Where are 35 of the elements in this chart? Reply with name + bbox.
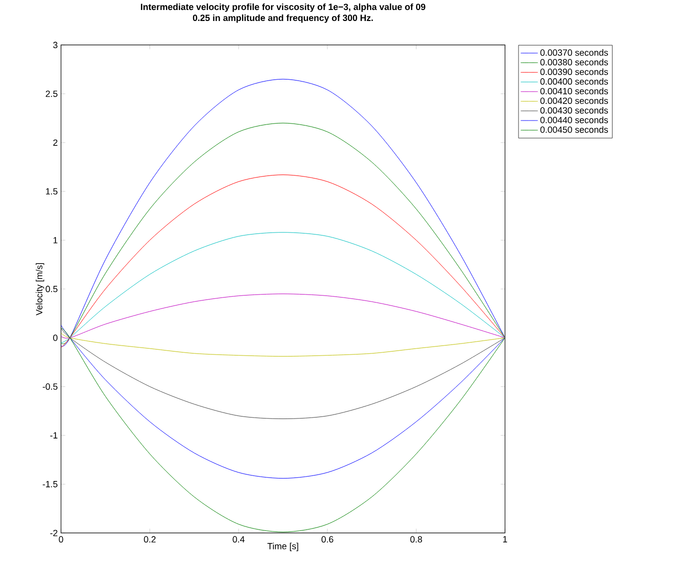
x-tick-label: 0.4 [232, 536, 245, 543]
y-tick-label: -0.5 [42, 383, 58, 390]
x-tick-label: 1 [503, 536, 508, 542]
y-tick-label: -2 [50, 530, 58, 536]
x-tick-label: 0.2 [144, 536, 156, 543]
x-tick-label: 0 [58, 536, 64, 543]
line-series [61, 294, 506, 338]
legend-label: 0.00380 seconds [540, 58, 608, 66]
y-tick-label: 1.5 [46, 188, 58, 195]
legend-label: 0.00420 seconds [540, 97, 608, 104]
y-tick-label: 3 [53, 42, 58, 48]
y-tick-label: 2 [53, 139, 58, 146]
y-tick-label: -1 [50, 432, 58, 438]
x-axis-title: Time [s] [267, 542, 298, 552]
line-series [61, 174, 506, 348]
legend-label: 0.00450 seconds [540, 126, 608, 133]
legend-label: 0.00430 seconds [540, 106, 608, 114]
legend-label: 0.00440 seconds [540, 116, 608, 124]
y-axis-title: Velocity [m/s] [36, 263, 44, 316]
legend-label: 0.00370 seconds [540, 49, 608, 56]
chart-subtitle: 0.25 in amplitude and frequency of 300 Hz. [192, 14, 373, 23]
line-series [61, 328, 506, 420]
legend-label: 0.00390 seconds [540, 68, 608, 76]
y-tick-label: 0 [53, 334, 58, 341]
x-tick-label: 0.8 [410, 536, 422, 543]
y-tick-label: 0.5 [46, 286, 58, 292]
y-tick-label: 1 [54, 237, 58, 244]
line-series [61, 232, 506, 343]
legend-label: 0.00400 seconds [540, 78, 608, 85]
line-series [61, 332, 506, 357]
y-tick-label: 2.5 [46, 90, 58, 97]
legend-label: 0.00410 seconds [540, 88, 608, 94]
x-tick-label: 0.6 [322, 536, 334, 543]
chart-title: Intermediate velocity profile for viscosity of 1e−3, alpha value of 09 [140, 3, 426, 12]
y-tick-label: -1.5 [42, 481, 58, 488]
